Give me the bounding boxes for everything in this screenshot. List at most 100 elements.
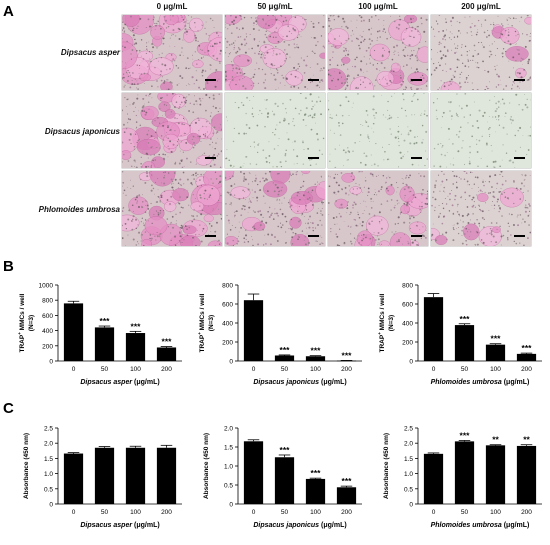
- y-tick-label: 1.0: [44, 471, 53, 478]
- y-tick-label: 0.5: [44, 486, 53, 493]
- scale-bar: [308, 157, 319, 159]
- row-label-dipsacus-asper: Dipsacus asper: [60, 48, 120, 57]
- x-axis-label: Phlomoides umbrosa (μg/mL): [431, 522, 530, 529]
- chart-c2: 0 0.5 1.0 1.5 2.0 0 *** 50 *** 100 *** 200 Dipsacus …: [194, 418, 370, 540]
- x-tick-label-0: 0: [252, 366, 256, 373]
- micrograph-r1-c0: [122, 93, 222, 168]
- chart-c3: 0 0.5 1.0 1.5 2.0 2.5 0 *** 50 ** 100 ** 200 Phlomoid…: [374, 418, 550, 540]
- x-tick-label-200: 200: [341, 366, 352, 373]
- y-tick-label: 1.5: [404, 456, 413, 463]
- y-tick-label: 600: [402, 302, 413, 309]
- scale-bar: [308, 79, 319, 81]
- y-tick-label: 800: [42, 298, 53, 305]
- y-axis-label: TRAP+ MMCs / well: [197, 293, 206, 352]
- bar-0: [243, 441, 264, 504]
- x-tick-label-50: 50: [281, 366, 289, 373]
- y-axis-n-label: (N=3): [208, 315, 215, 331]
- micrograph-r1-c3: [431, 93, 531, 168]
- x-axis-label: Dipsacus japonicus (μg/mL): [253, 522, 346, 529]
- row-label-phlomoides-umbrosa: Phlomoides umbrosa: [38, 205, 120, 214]
- y-tick-label: 2.5: [44, 426, 53, 433]
- chart-b1-body: 020040060080010000***50***100***200Dipsa…: [17, 283, 182, 386]
- column-header-50: 50 μg/mL: [257, 2, 293, 11]
- y-tick-label: 600: [42, 313, 53, 320]
- y-tick-label: 2.0: [404, 441, 413, 448]
- y-tick-label: 1.0: [404, 471, 413, 478]
- x-tick-label-50: 50: [461, 366, 469, 373]
- x-tick-label-200: 200: [341, 509, 352, 516]
- x-tick-label-0: 0: [72, 366, 76, 373]
- y-tick-label: 200: [402, 340, 413, 347]
- scale-bar: [205, 79, 216, 81]
- significance-label: **: [492, 435, 499, 445]
- bar-50: [454, 325, 475, 361]
- micrograph-r2-c0: [122, 171, 222, 246]
- bar-100: [125, 333, 146, 361]
- bar-100: [485, 344, 506, 361]
- y-tick-label: 200: [222, 340, 233, 347]
- bar-0: [423, 297, 444, 361]
- x-tick-label-100: 100: [490, 366, 501, 373]
- x-axis-label: Dipsacus japonicus (μg/mL): [253, 379, 346, 386]
- x-tick-label-0: 0: [432, 366, 436, 373]
- bar-100: [485, 445, 506, 504]
- bar-200: [516, 353, 537, 361]
- y-tick-label: 0: [409, 502, 413, 509]
- y-axis-label: TRAP+ MMCs / well: [377, 293, 386, 352]
- panel-letter-c: C: [3, 400, 14, 417]
- x-tick-label-200: 200: [521, 366, 532, 373]
- x-tick-label-50: 50: [281, 509, 289, 516]
- y-tick-label: 0.5: [224, 483, 233, 490]
- y-axis-label: Absorbance (450 nm): [203, 433, 210, 499]
- chart-b3-body: 0 200 400 600 800 0 *** 50 *** 100 *** 200 Phlomoide…: [377, 283, 542, 386]
- x-axis-label: Phlomoides umbrosa (μg/mL): [431, 379, 530, 386]
- y-tick-label: 0: [49, 359, 53, 366]
- x-axis-label: Dipsacus asper (μg/mL): [80, 379, 159, 386]
- y-tick-label: 0: [49, 502, 53, 509]
- x-tick-label-50: 50: [461, 509, 469, 516]
- bar-200: [336, 487, 357, 504]
- bar-0: [63, 453, 84, 504]
- micrograph-r0-c1: [225, 15, 325, 90]
- significance-label: ***: [491, 334, 502, 344]
- bar-200: [516, 445, 537, 504]
- bar-0: [243, 300, 264, 361]
- y-tick-label: 0.5: [404, 486, 413, 493]
- chart-b2-body: 0 200 400 600 800 0 *** 50 *** 100 *** 200 Dipsacus …: [197, 283, 362, 386]
- y-axis-n-label: (N=3): [388, 315, 395, 331]
- y-tick-label: 1.5: [224, 445, 233, 452]
- panel-letter-b: B: [3, 258, 14, 275]
- x-tick-label-50: 50: [101, 366, 109, 373]
- x-tick-label-0: 0: [252, 509, 256, 516]
- y-tick-label: 0: [229, 359, 233, 366]
- scale-bar: [205, 235, 216, 237]
- scale-bar: [308, 235, 319, 237]
- x-tick-label-0: 0: [72, 509, 76, 516]
- chart-c2-body: 0 0.5 1.0 1.5 2.0 0 *** 50 *** 100 *** 200 Dipsacus …: [203, 426, 362, 529]
- column-header-0: 0 μg/mL: [156, 2, 188, 11]
- significance-label: ***: [342, 350, 353, 360]
- y-tick-label: 800: [222, 283, 233, 290]
- panel-letter-a: A: [3, 3, 14, 20]
- bar-200: [336, 360, 357, 362]
- bar-200: [156, 347, 177, 361]
- bar-50: [274, 355, 295, 361]
- x-tick-label-200: 200: [161, 509, 172, 516]
- y-tick-label: 0: [409, 359, 413, 366]
- micrograph-r0-c0: [122, 15, 222, 90]
- y-tick-label: 1.0: [224, 464, 233, 471]
- chart-c1: 0 0.5 1.0 1.5 2.0 2.5 0 50 100 200 Dipsacus asper …: [14, 418, 190, 540]
- column-header-200: 200 μg/mL: [461, 2, 501, 11]
- significance-label: ***: [280, 445, 291, 455]
- significance-label: ***: [522, 343, 533, 353]
- column-header-100: 100 μg/mL: [358, 2, 398, 11]
- y-tick-label: 2.0: [224, 426, 233, 433]
- micrograph-r0-c3: [431, 15, 531, 90]
- bar-100: [305, 356, 326, 361]
- significance-label: ***: [280, 345, 291, 355]
- micrograph-r2-c2: [328, 171, 428, 246]
- x-tick-label-100: 100: [130, 509, 141, 516]
- y-axis-label: Absorbance (450 nm): [23, 433, 30, 499]
- significance-label: ***: [460, 430, 471, 440]
- bar-100: [305, 478, 326, 504]
